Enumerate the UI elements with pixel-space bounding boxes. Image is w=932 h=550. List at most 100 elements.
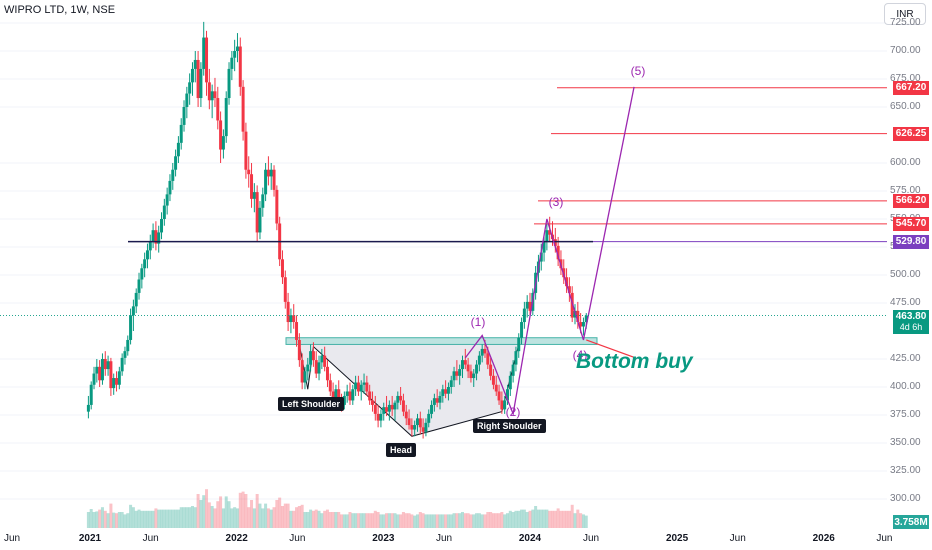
bottom-buy-label[interactable]: Bottom buy <box>576 350 693 373</box>
candle-body <box>567 286 571 293</box>
volume-bar <box>539 509 543 528</box>
candle-body <box>272 169 276 190</box>
volume-bar <box>401 512 405 528</box>
candle-body <box>269 169 273 177</box>
candle-body <box>207 82 211 101</box>
candle-body <box>202 37 206 69</box>
volume-bar <box>472 514 476 528</box>
volume-bar <box>266 508 270 528</box>
candle-body <box>455 371 459 376</box>
candle-body <box>297 339 301 361</box>
candle-body <box>193 59 197 69</box>
volume-bar <box>309 509 313 528</box>
y-tick-label: 350.00 <box>890 437 921 448</box>
candle-body <box>137 279 141 293</box>
candle-body <box>376 413 380 421</box>
wave-5-label[interactable]: (5) <box>630 64 646 78</box>
candle-body <box>382 407 386 414</box>
candle-body <box>511 364 515 376</box>
volume-bar <box>407 513 411 528</box>
volume-bar <box>449 514 453 528</box>
candle-body <box>227 68 231 99</box>
y-tick-label: 675.00 <box>890 73 921 84</box>
volume-bar <box>489 512 493 528</box>
candle-body <box>348 391 352 401</box>
candle-body <box>387 404 391 412</box>
currency-button[interactable]: INR <box>884 3 926 25</box>
wave-4-label[interactable]: (4) <box>572 348 588 362</box>
volume-bar <box>207 502 211 528</box>
volume-bar <box>210 506 214 528</box>
volume-bar <box>188 507 192 528</box>
price-level-badge: 626.25 <box>893 126 929 141</box>
volume-bar <box>103 510 107 528</box>
volume-bar <box>193 507 197 528</box>
volume-bar <box>514 510 518 528</box>
volume-bar <box>255 494 259 528</box>
volume-bar <box>157 509 161 528</box>
candle-body <box>489 364 493 376</box>
left-shoulder-label[interactable]: Left Shoulder <box>278 397 344 411</box>
volume-bar <box>205 489 209 528</box>
volume-bar <box>151 510 155 528</box>
candle-body <box>86 404 90 412</box>
volume-bar <box>165 509 169 528</box>
x-tick-label: 2022 <box>225 533 248 544</box>
candle-body <box>165 194 169 206</box>
volume-bar <box>520 509 524 528</box>
candle-body <box>520 322 524 338</box>
candle-body <box>421 427 425 432</box>
candle-body <box>359 384 363 392</box>
volume-bar <box>109 503 113 528</box>
candle-body <box>477 355 481 365</box>
wave-2-label[interactable]: (2) <box>505 405 521 419</box>
wave-1-label[interactable]: (1) <box>470 315 486 329</box>
candle-body <box>255 192 259 233</box>
head-label[interactable]: Head <box>386 443 417 457</box>
volume-bar <box>444 514 448 528</box>
volume-bar <box>534 506 538 528</box>
volume-bar <box>466 513 470 528</box>
volume-bar <box>435 514 439 528</box>
candle-body <box>289 315 293 323</box>
candle-body <box>500 400 504 410</box>
volume-bar <box>314 509 318 528</box>
right-shoulder-label[interactable]: Right Shoulder <box>473 419 546 433</box>
volume-bar <box>162 509 166 528</box>
candle-body <box>570 292 574 318</box>
volume-bar <box>494 513 498 528</box>
candle-body <box>491 375 495 385</box>
volume-bar <box>438 514 442 528</box>
x-tick-label: Jun <box>289 533 306 544</box>
volume-bar <box>137 509 141 528</box>
volume-bar <box>579 513 583 528</box>
volume-bar <box>182 507 186 528</box>
volume-bar <box>235 508 239 528</box>
candle-body <box>89 384 93 405</box>
volume-bar <box>340 514 344 528</box>
candle-body <box>311 351 315 361</box>
candle-body <box>188 82 192 94</box>
candle-body <box>117 371 121 385</box>
candle-body <box>92 373 96 385</box>
volume-bar <box>199 500 203 528</box>
volume-bar <box>477 513 481 528</box>
x-tick-label: 2025 <box>665 533 689 544</box>
candle-body <box>328 380 332 392</box>
volume-bar <box>508 510 512 528</box>
candle-body <box>438 395 442 403</box>
volume-bar <box>140 510 144 528</box>
volume-bar <box>160 509 164 528</box>
wave-3-label[interactable]: (3) <box>548 195 564 209</box>
volume-bar <box>154 508 158 528</box>
candle-body <box>252 192 256 199</box>
volume-bar <box>221 508 225 528</box>
volume-bar <box>424 514 428 528</box>
candle-body <box>154 230 158 244</box>
volume-bar <box>562 510 566 528</box>
volume-bar <box>264 503 268 528</box>
volume-bar <box>387 513 391 528</box>
candle-body <box>469 371 473 379</box>
volume-bar <box>325 509 329 528</box>
